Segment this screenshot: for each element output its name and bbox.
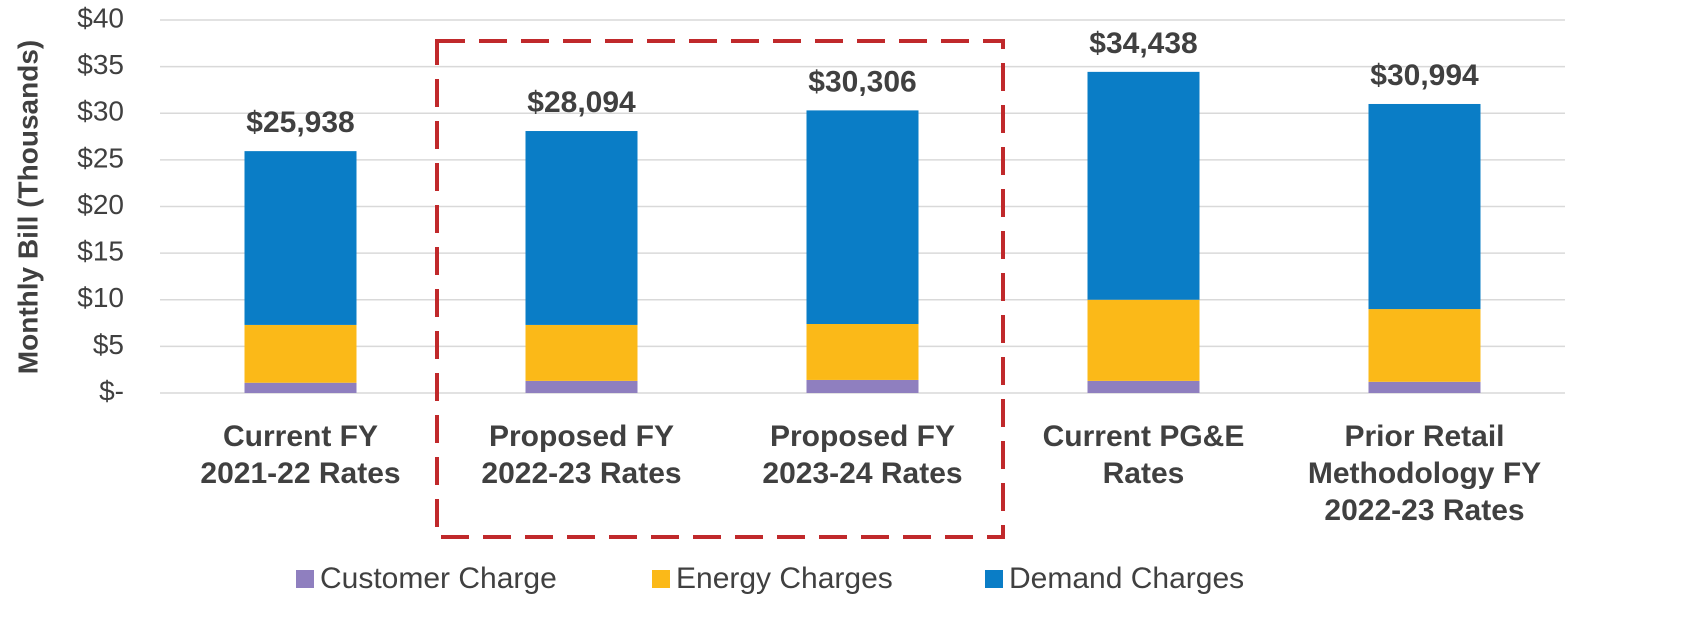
bar-segment: [244, 324, 357, 383]
x-tick-label: Current FY 2021-22 Rates: [200, 420, 400, 490]
y-axis-title: Monthly Bill (Thousands): [12, 40, 43, 374]
x-tick-label-line: Proposed FY: [489, 420, 674, 453]
x-tick-label-line: Prior Retail: [1344, 420, 1504, 453]
x-tick-label-line: Current FY: [223, 420, 378, 453]
x-tick-label-line: Methodology FY: [1308, 457, 1541, 490]
bar-segment: [806, 379, 919, 393]
bar-segment: [1087, 71, 1200, 300]
x-tick-label-line: 2022-23 Rates: [1324, 494, 1524, 527]
x-tick-label-line: 2022-23 Rates: [481, 457, 681, 490]
bar-segment: [1368, 103, 1481, 310]
legend-swatch: [985, 570, 1003, 588]
y-tick-label: $30: [77, 96, 124, 127]
total-label: $30,994: [1370, 59, 1479, 92]
y-tick-label: $10: [77, 282, 124, 313]
x-tick-label: Prior Retail Methodology FY 2022-23 Rates: [1308, 420, 1541, 527]
total-label: $25,938: [246, 106, 354, 139]
y-tick-label: $15: [77, 236, 124, 267]
highlight-box: [435, 39, 1005, 539]
total-label: $30,306: [808, 65, 916, 98]
legend-label: Customer Charge: [320, 562, 557, 595]
legend-label: Demand Charges: [1009, 562, 1244, 595]
bar-segment: [1087, 299, 1200, 381]
x-tick-label-line: Rates: [1103, 457, 1185, 490]
legend-swatch: [652, 570, 670, 588]
total-label: $34,438: [1089, 27, 1197, 60]
bar-segment: [1368, 381, 1481, 393]
x-tick-label-line: Proposed FY: [770, 420, 955, 453]
bar-segment: [525, 380, 638, 393]
y-tick-label: $40: [77, 2, 124, 33]
bar-segment: [1087, 380, 1200, 393]
x-tick-label-line: Current PG&E: [1043, 420, 1245, 453]
bar-segment: [244, 382, 357, 393]
x-tick-label: Current PG&E Rates: [1043, 420, 1245, 490]
y-tick-label: $25: [77, 142, 124, 173]
legend-swatch: [296, 570, 314, 588]
bar-segment: [525, 131, 638, 325]
y-tick-label: $-: [99, 375, 124, 406]
bar-segment: [806, 110, 919, 324]
x-tick-label-line: 2021-22 Rates: [200, 457, 400, 490]
bar-segment: [806, 323, 919, 380]
bar-segment: [525, 324, 638, 381]
y-tick-label: $35: [77, 49, 124, 80]
y-tick-label: $20: [77, 189, 124, 220]
y-tick-label: $5: [93, 329, 124, 360]
bar-segment: [1368, 309, 1481, 382]
x-tick-label: Proposed FY 2022-23 Rates: [481, 420, 681, 490]
bar-segment: [244, 151, 357, 325]
x-tick-label: Proposed FY 2023-24 Rates: [762, 420, 962, 490]
x-tick-label-line: 2023-24 Rates: [762, 457, 962, 490]
legend-label: Energy Charges: [676, 562, 893, 595]
total-label: $28,094: [527, 86, 636, 119]
